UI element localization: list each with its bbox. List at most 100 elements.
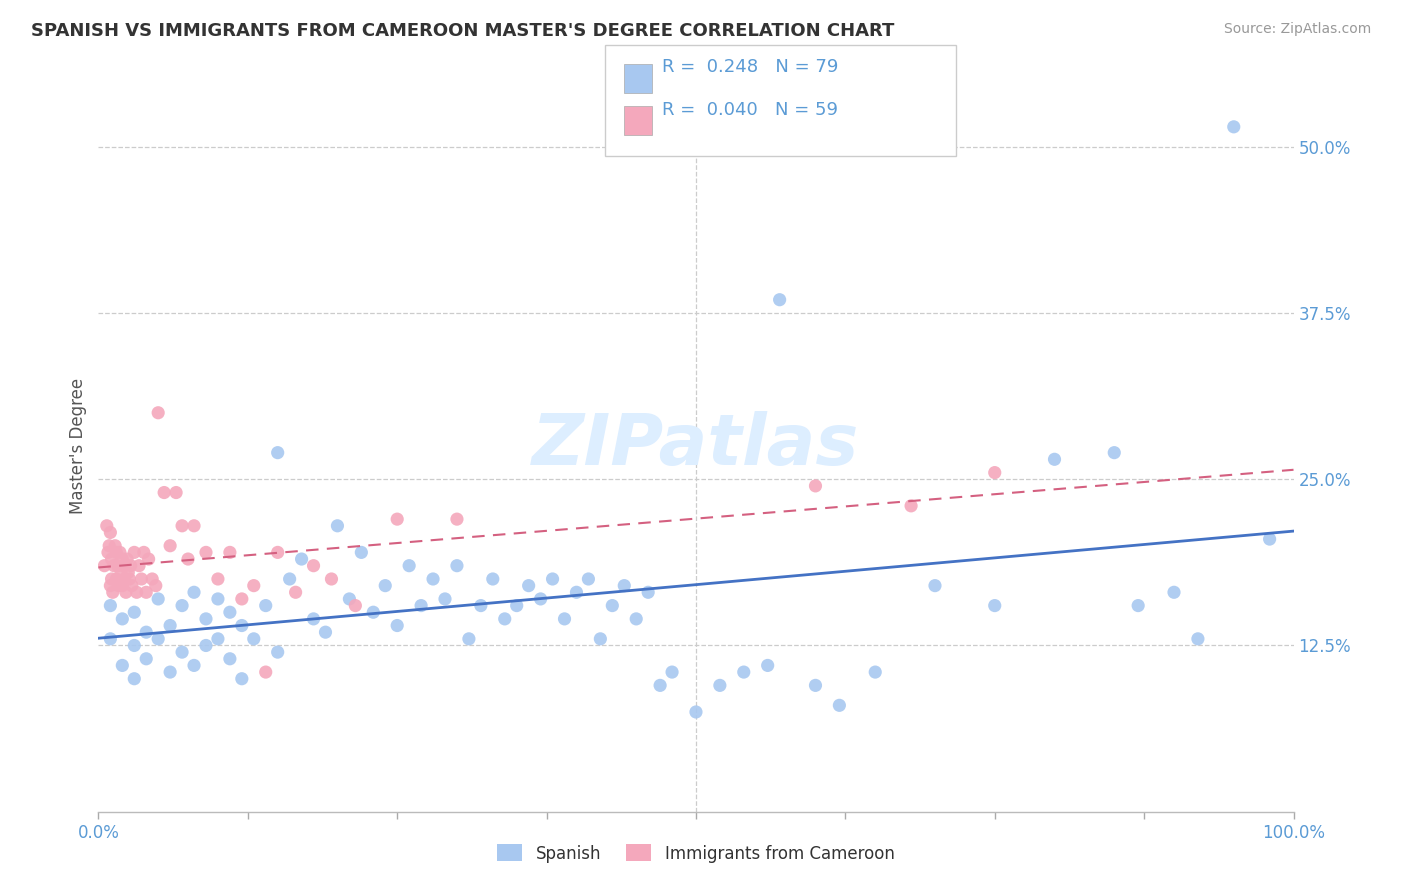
Point	[385, 618, 409, 632]
Point	[434, 591, 457, 606]
Point	[637, 585, 659, 599]
Point	[111, 552, 134, 566]
Point	[159, 665, 181, 679]
Point	[172, 599, 194, 613]
Point	[339, 591, 361, 606]
Point	[446, 558, 468, 573]
Point	[145, 579, 167, 593]
Point	[578, 572, 600, 586]
Point	[195, 545, 218, 559]
Point	[243, 579, 266, 593]
Point	[243, 632, 266, 646]
Point	[207, 591, 229, 606]
Point	[768, 293, 790, 307]
Point	[254, 599, 277, 613]
Point	[98, 579, 122, 593]
Point	[267, 445, 290, 459]
Point	[984, 599, 1007, 613]
Point	[172, 645, 194, 659]
Point	[148, 591, 170, 606]
Point	[231, 672, 253, 686]
Legend: Spanish, Immigrants from Cameroon: Spanish, Immigrants from Cameroon	[491, 838, 901, 869]
Point	[183, 585, 205, 599]
Point	[132, 545, 155, 559]
Point	[115, 552, 138, 566]
Point	[411, 599, 433, 613]
Point	[648, 678, 672, 692]
Point	[104, 539, 127, 553]
Text: ZIPatlas: ZIPatlas	[533, 411, 859, 481]
Point	[128, 558, 150, 573]
Point	[153, 485, 176, 500]
Point	[111, 658, 134, 673]
Point	[115, 585, 138, 599]
Point	[506, 599, 529, 613]
Point	[315, 625, 337, 640]
Point	[112, 558, 135, 573]
Point	[626, 612, 648, 626]
Point	[828, 698, 851, 713]
Point	[98, 539, 121, 553]
Point	[110, 566, 132, 580]
Point	[219, 545, 242, 559]
Point	[97, 545, 120, 559]
Point	[93, 558, 115, 573]
Point	[1258, 532, 1281, 546]
Point	[470, 599, 492, 613]
Point	[302, 612, 325, 626]
Point	[1043, 452, 1066, 467]
Point	[103, 558, 125, 573]
Point	[458, 632, 481, 646]
Point	[602, 599, 624, 613]
Point	[135, 652, 157, 666]
Point	[1128, 599, 1150, 613]
Point	[165, 485, 187, 500]
Point	[344, 599, 367, 613]
Point	[207, 572, 229, 586]
Text: Source: ZipAtlas.com: Source: ZipAtlas.com	[1223, 22, 1371, 37]
Point	[108, 545, 131, 559]
Point	[267, 645, 290, 659]
Point	[350, 545, 373, 559]
Point	[1187, 632, 1209, 646]
Point	[374, 579, 396, 593]
Point	[804, 678, 827, 692]
Point	[111, 579, 134, 593]
Point	[321, 572, 343, 586]
Point	[554, 612, 576, 626]
Point	[924, 579, 946, 593]
Point	[183, 658, 205, 673]
Point	[1163, 585, 1185, 599]
Point	[105, 572, 128, 586]
Point	[117, 566, 139, 580]
Point	[98, 599, 122, 613]
Point	[613, 579, 636, 593]
Point	[135, 585, 157, 599]
Point	[733, 665, 755, 679]
Point	[589, 632, 612, 646]
Point	[530, 591, 553, 606]
Point	[1104, 445, 1126, 459]
Point	[385, 512, 409, 526]
Point	[121, 579, 143, 593]
Point	[541, 572, 564, 586]
Point	[1223, 120, 1246, 134]
Y-axis label: Master's Degree: Master's Degree	[69, 378, 87, 514]
Point	[172, 518, 194, 533]
Point	[865, 665, 887, 679]
Point	[98, 525, 122, 540]
Point	[685, 705, 707, 719]
Point	[177, 552, 200, 566]
Point	[107, 558, 129, 573]
Point	[148, 406, 170, 420]
Point	[100, 572, 122, 586]
Point	[114, 572, 136, 586]
Point	[231, 591, 253, 606]
Point	[284, 585, 307, 599]
Point	[135, 625, 157, 640]
Point	[124, 639, 146, 653]
Point	[131, 572, 153, 586]
Point	[124, 672, 146, 686]
Point	[96, 518, 118, 533]
Point	[231, 618, 253, 632]
